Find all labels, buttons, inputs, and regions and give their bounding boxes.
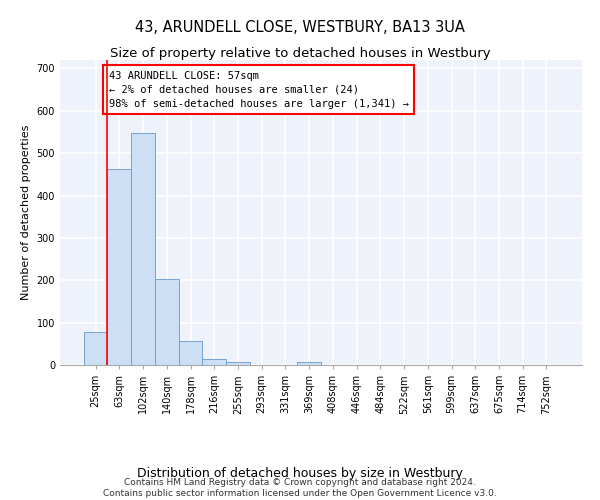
Bar xyxy=(297,362,321,365)
Bar xyxy=(179,342,202,365)
Bar xyxy=(155,279,179,365)
Bar xyxy=(131,133,155,365)
Bar xyxy=(226,362,250,365)
Text: Size of property relative to detached houses in Westbury: Size of property relative to detached ho… xyxy=(110,48,490,60)
Text: 43, ARUNDELL CLOSE, WESTBURY, BA13 3UA: 43, ARUNDELL CLOSE, WESTBURY, BA13 3UA xyxy=(135,20,465,35)
Text: 43 ARUNDELL CLOSE: 57sqm
← 2% of detached houses are smaller (24)
98% of semi-de: 43 ARUNDELL CLOSE: 57sqm ← 2% of detache… xyxy=(109,70,409,108)
Y-axis label: Number of detached properties: Number of detached properties xyxy=(21,125,31,300)
Text: Distribution of detached houses by size in Westbury: Distribution of detached houses by size … xyxy=(137,468,463,480)
Bar xyxy=(107,170,131,365)
Bar xyxy=(202,358,226,365)
Text: Contains HM Land Registry data © Crown copyright and database right 2024.
Contai: Contains HM Land Registry data © Crown c… xyxy=(103,478,497,498)
Bar xyxy=(84,332,107,365)
